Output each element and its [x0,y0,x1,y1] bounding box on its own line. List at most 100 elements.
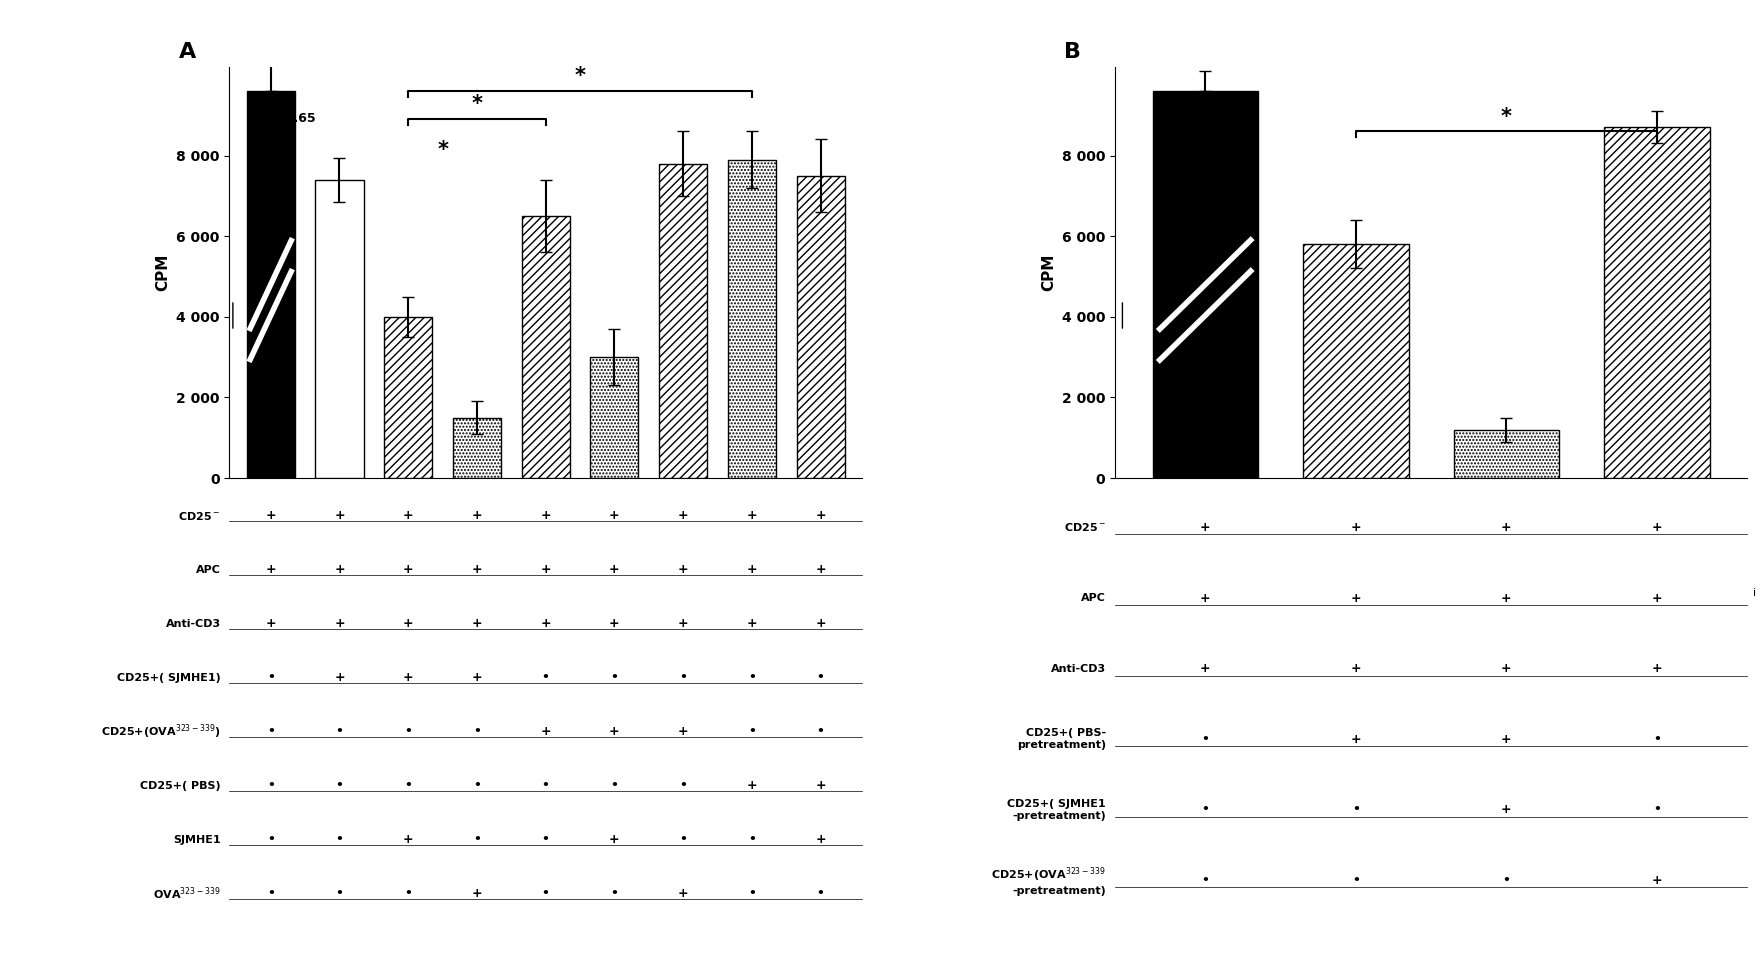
Text: •: • [473,779,480,793]
Text: •: • [817,671,824,684]
Text: •: • [1201,732,1208,746]
Text: i: i [1752,588,1755,598]
Text: +: + [815,563,826,576]
Text: +: + [815,779,826,793]
Text: CD25+( PBS): CD25+( PBS) [139,781,220,791]
Text: +: + [333,510,344,522]
Text: +: + [677,563,688,576]
Text: •: • [404,887,411,901]
Text: +: + [265,563,275,576]
Text: CD25$^-$: CD25$^-$ [1064,521,1106,533]
Text: •: • [542,834,549,846]
Text: +: + [746,510,757,522]
Text: +: + [471,510,482,522]
Text: +: + [746,563,757,576]
Text: •: • [1201,874,1208,887]
Text: +: + [402,671,413,684]
Text: •: • [404,726,411,738]
Text: +: + [540,510,550,522]
Text: •: • [1653,732,1660,746]
Text: +: + [471,671,482,684]
Text: +: + [402,618,413,630]
Text: SJMHE1: SJMHE1 [173,835,220,845]
Text: +: + [1651,874,1662,887]
Text: •: • [610,671,617,684]
Text: +: + [333,563,344,576]
Text: +: + [1349,732,1360,746]
Text: •: • [266,834,275,846]
Text: *: * [471,95,482,115]
Text: +: + [815,510,826,522]
Text: +: + [1651,592,1662,604]
Text: •: • [679,671,686,684]
Text: •: • [748,887,755,901]
Text: •: • [748,726,755,738]
Text: •: • [1201,803,1208,816]
Text: •: • [542,779,549,793]
Text: +: + [1651,521,1662,533]
Text: +: + [609,834,619,846]
Text: •: • [610,887,617,901]
Text: +: + [1200,521,1210,533]
Y-axis label: CPM: CPM [155,253,171,292]
Text: +: + [1499,732,1512,746]
Text: CD25+( SJMHE1
-pretreatment): CD25+( SJMHE1 -pretreatment) [1007,799,1106,820]
Text: •: • [335,834,344,846]
Text: +: + [333,671,344,684]
Text: •: • [266,671,275,684]
Bar [1152,91,1258,478]
Bar [1603,127,1709,478]
Text: •: • [748,834,755,846]
Text: +: + [1499,803,1512,816]
Text: +: + [1349,592,1360,604]
Text: 39745.75: 39745.75 [1159,112,1226,125]
Text: +: + [609,563,619,576]
Text: •: • [335,726,344,738]
Text: •: • [817,887,824,901]
Text: +: + [677,726,688,738]
Text: +: + [402,510,413,522]
Text: •: • [1351,874,1358,887]
Text: CD25+(OVA$^{323-339}$): CD25+(OVA$^{323-339}$) [101,723,220,741]
Text: Anti-CD3: Anti-CD3 [166,619,220,629]
Bar [1302,244,1408,478]
Text: OVA$^{323-339}$: OVA$^{323-339}$ [153,885,220,902]
Text: •: • [266,726,275,738]
Text: •: • [679,834,686,846]
Bar [385,316,432,478]
Text: +: + [1349,663,1360,675]
Bar [727,160,776,478]
Text: +: + [677,887,688,901]
Text: +: + [746,779,757,793]
Text: •: • [335,779,344,793]
Text: 31243.65: 31243.65 [250,112,316,125]
Text: +: + [471,887,482,901]
Bar [1454,429,1558,478]
Bar [658,163,707,478]
Text: •: • [610,779,617,793]
Text: +: + [746,618,757,630]
Text: +: + [265,510,275,522]
Text: •: • [266,779,275,793]
Text: +: + [815,834,826,846]
Bar [453,418,501,478]
Text: *: * [1499,107,1512,127]
Y-axis label: CPM: CPM [1041,253,1055,292]
Text: •: • [1653,803,1660,816]
Text: +: + [1651,663,1662,675]
Text: +: + [609,618,619,630]
Bar [316,180,363,478]
Text: *: * [437,140,448,160]
Text: +: + [677,510,688,522]
Text: +: + [402,834,413,846]
Text: +: + [1499,521,1512,533]
Text: CD25+(OVA$^{323-339}$
-pretreatment): CD25+(OVA$^{323-339}$ -pretreatment) [991,865,1106,896]
Text: •: • [335,887,344,901]
Text: APC: APC [1081,593,1106,603]
Bar [522,216,570,478]
Text: •: • [266,887,275,901]
Text: +: + [1349,521,1360,533]
Text: •: • [404,779,411,793]
Text: CD25+( PBS-
pretreatment): CD25+( PBS- pretreatment) [1016,728,1106,750]
Bar [589,358,639,478]
